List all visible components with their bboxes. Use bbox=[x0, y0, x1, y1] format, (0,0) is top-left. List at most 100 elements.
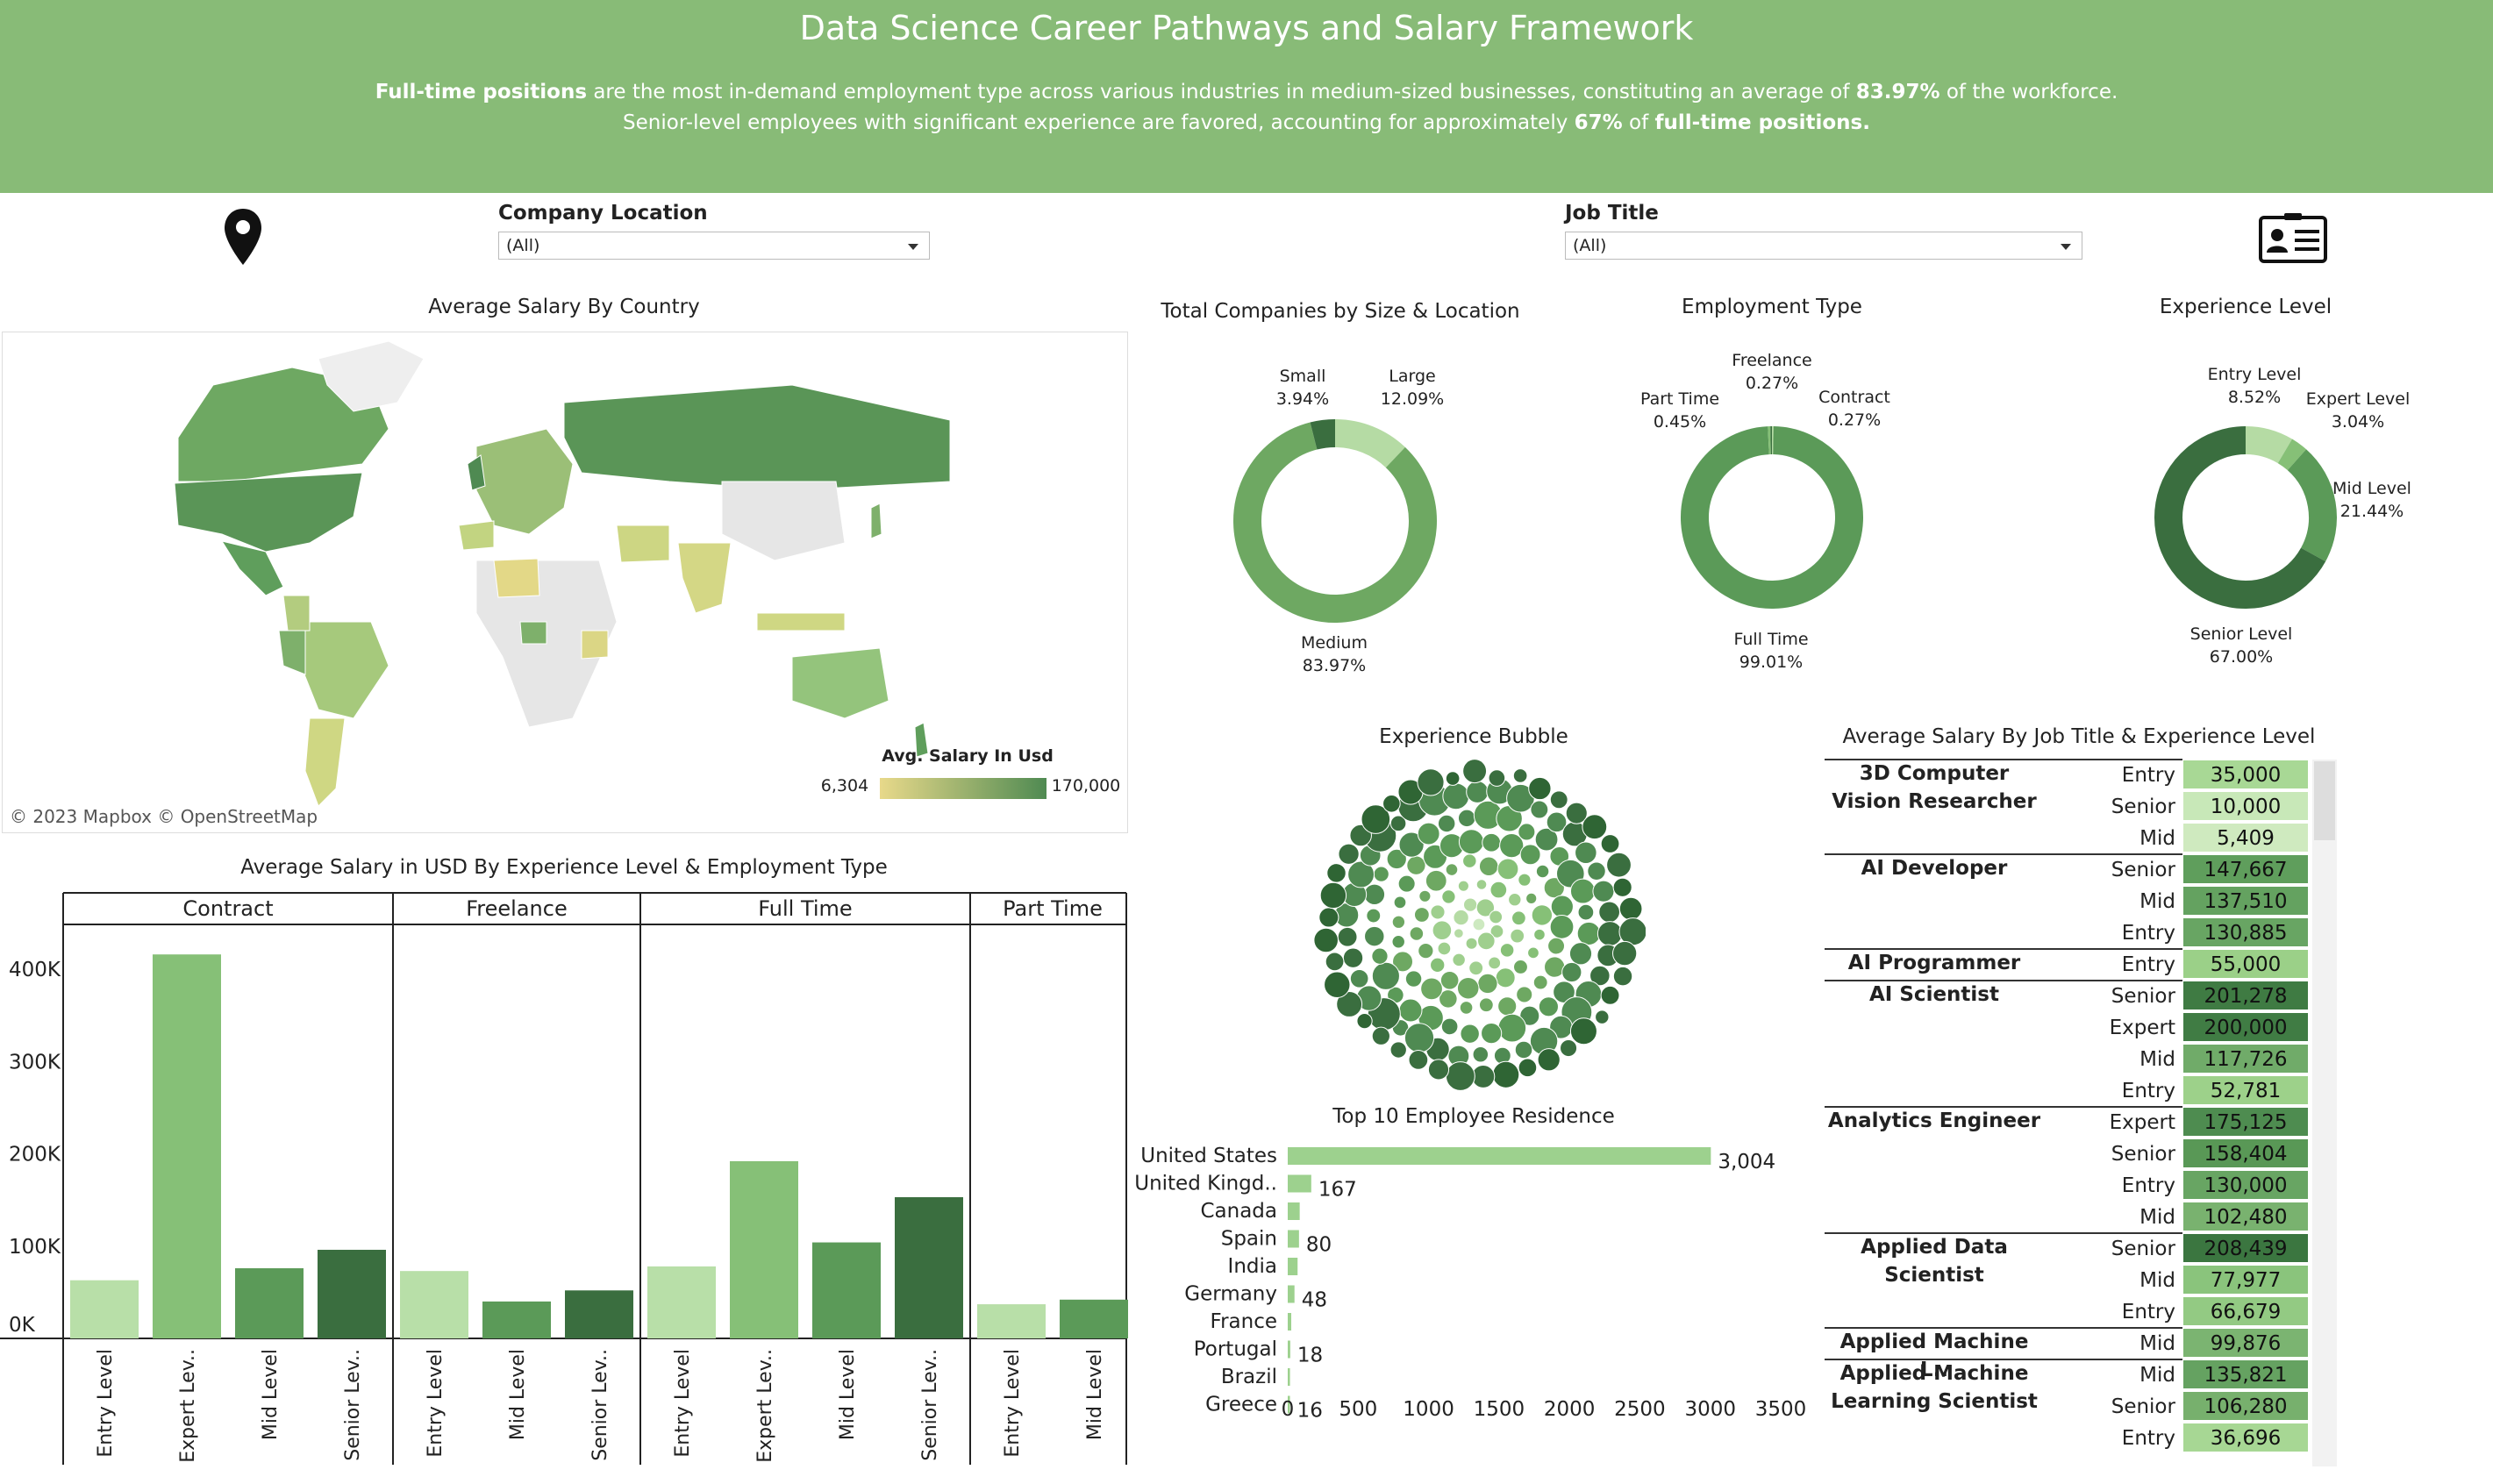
bubble[interactable] bbox=[1531, 904, 1554, 926]
job-title-dropdown[interactable]: (All) bbox=[1565, 232, 2082, 260]
table-salary-cell[interactable]: 117,726 bbox=[2182, 1044, 2309, 1074]
bubble[interactable] bbox=[1409, 926, 1425, 941]
bubble[interactable] bbox=[1537, 1048, 1561, 1072]
experience-slice-entry-level[interactable] bbox=[2245, 426, 2293, 464]
bubble[interactable] bbox=[1569, 1017, 1597, 1045]
employment-type-donut[interactable] bbox=[1679, 425, 1865, 610]
bubble[interactable] bbox=[1468, 960, 1484, 976]
salary-map[interactable]: Avg. Salary In Usd 6,304 170,000 © 2023 … bbox=[2, 332, 1128, 833]
table-row[interactable]: Expert Level 200,000 bbox=[1825, 1012, 2333, 1044]
bubble[interactable] bbox=[1389, 815, 1407, 832]
map-attribution[interactable]: © 2023 Mapbox © OpenStreetMap bbox=[10, 806, 318, 827]
bubble[interactable] bbox=[1398, 831, 1425, 858]
table-salary-cell[interactable]: 77,977 bbox=[2182, 1265, 2309, 1295]
bubble[interactable] bbox=[1420, 977, 1443, 1001]
bubble[interactable] bbox=[1427, 1059, 1450, 1081]
bubble[interactable] bbox=[1363, 883, 1386, 906]
table-salary-cell[interactable]: 36,696 bbox=[2182, 1423, 2309, 1452]
residence-bar[interactable] bbox=[1288, 1202, 1300, 1220]
bubble[interactable] bbox=[1408, 1050, 1429, 1070]
bubble[interactable] bbox=[1519, 1005, 1540, 1026]
bubble[interactable] bbox=[1478, 856, 1499, 876]
bubble[interactable] bbox=[1499, 943, 1515, 958]
bubble[interactable] bbox=[1528, 776, 1552, 801]
table-salary-cell[interactable]: 130,885 bbox=[2182, 917, 2309, 947]
table-scrollbar-thumb[interactable] bbox=[2314, 761, 2335, 840]
bubble[interactable] bbox=[1492, 1060, 1520, 1088]
bubble[interactable] bbox=[1550, 895, 1574, 918]
table-salary-cell[interactable]: 102,480 bbox=[2182, 1202, 2309, 1231]
bubble[interactable] bbox=[1561, 961, 1582, 983]
bubble[interactable] bbox=[1472, 917, 1486, 931]
bubble[interactable] bbox=[1587, 861, 1606, 881]
residence-bar[interactable] bbox=[1288, 1340, 1290, 1359]
table-row[interactable]: Senior Level 158,404 bbox=[1825, 1138, 2333, 1170]
bubble[interactable] bbox=[1475, 879, 1488, 890]
bubble[interactable] bbox=[1452, 952, 1466, 967]
bubble[interactable] bbox=[1600, 985, 1620, 1005]
bubble[interactable] bbox=[1514, 1040, 1533, 1059]
bubble[interactable] bbox=[1337, 926, 1358, 947]
bar-contract-3[interactable] bbox=[318, 1249, 386, 1338]
experience-slice-mid-level[interactable] bbox=[2287, 449, 2337, 562]
bubble[interactable] bbox=[1568, 942, 1593, 966]
table-row[interactable]: Entry Level 130,885 bbox=[1825, 917, 2333, 949]
bubble[interactable] bbox=[1453, 909, 1469, 926]
bubble[interactable] bbox=[1549, 790, 1568, 810]
bubble[interactable] bbox=[1612, 966, 1633, 987]
table-salary-cell[interactable]: 10,000 bbox=[2182, 791, 2309, 821]
bubble[interactable] bbox=[1466, 781, 1489, 803]
table-row[interactable]: Entry Level 52,781 bbox=[1825, 1075, 2333, 1107]
table-salary-cell[interactable]: 158,404 bbox=[2182, 1138, 2309, 1168]
bar-part-time-1[interactable] bbox=[1060, 1299, 1128, 1338]
table-salary-cell[interactable]: 99,876 bbox=[2182, 1328, 2309, 1358]
table-row[interactable]: Entry Level 35,000 bbox=[1825, 760, 2333, 791]
bar-freelance-1[interactable] bbox=[482, 1301, 551, 1338]
bubble[interactable] bbox=[1549, 914, 1575, 939]
company-location-dropdown[interactable]: (All) bbox=[498, 232, 930, 260]
salary-bar-chart[interactable]: 0K 100K 200K 300K 400K Contract Entry Level Exp… bbox=[0, 886, 1132, 1466]
bubble[interactable] bbox=[1319, 881, 1347, 910]
bubble[interactable] bbox=[1326, 863, 1347, 883]
bubble[interactable] bbox=[1338, 843, 1360, 865]
bubble[interactable] bbox=[1457, 880, 1469, 892]
bubble[interactable] bbox=[1511, 910, 1526, 926]
bubble[interactable] bbox=[1442, 782, 1470, 810]
bubble[interactable] bbox=[1371, 961, 1400, 990]
bubble[interactable] bbox=[1325, 952, 1345, 972]
bubble[interactable] bbox=[1425, 869, 1447, 892]
bubble[interactable] bbox=[1538, 996, 1559, 1017]
bar-contract-0[interactable] bbox=[70, 1280, 139, 1338]
bubble[interactable] bbox=[1418, 889, 1432, 903]
bar-full-time-3[interactable] bbox=[895, 1196, 963, 1338]
bubble[interactable] bbox=[1366, 908, 1382, 924]
bubble[interactable] bbox=[1437, 814, 1456, 833]
table-scrollbar[interactable] bbox=[2312, 760, 2337, 1466]
bubble[interactable] bbox=[1445, 1061, 1475, 1091]
bubble[interactable] bbox=[1462, 759, 1488, 784]
bubble[interactable] bbox=[1349, 968, 1369, 988]
bubble[interactable] bbox=[1489, 910, 1504, 924]
residence-bar[interactable] bbox=[1288, 1230, 1299, 1248]
bubble[interactable] bbox=[1445, 771, 1461, 786]
bubble[interactable] bbox=[1534, 827, 1559, 852]
bubble[interactable] bbox=[1437, 941, 1452, 956]
residence-bar[interactable] bbox=[1288, 1313, 1292, 1331]
bubble[interactable] bbox=[1462, 853, 1477, 868]
table-salary-cell[interactable]: 35,000 bbox=[2182, 760, 2309, 789]
experience-bubble-chart[interactable] bbox=[1312, 758, 1646, 1091]
table-row[interactable]: Mid Level117,726 bbox=[1825, 1044, 2333, 1075]
bubble[interactable] bbox=[1471, 1064, 1496, 1088]
bubble[interactable] bbox=[1597, 921, 1623, 946]
bar-full-time-1[interactable] bbox=[730, 1160, 798, 1338]
bubble[interactable] bbox=[1342, 947, 1364, 968]
bubble[interactable] bbox=[1497, 996, 1518, 1017]
company-size-slice-small[interactable] bbox=[1310, 419, 1336, 450]
bubble[interactable] bbox=[1530, 800, 1549, 819]
table-salary-cell[interactable]: 66,679 bbox=[2182, 1296, 2309, 1326]
table-salary-cell[interactable]: 130,000 bbox=[2182, 1170, 2309, 1200]
bubble[interactable] bbox=[1406, 855, 1426, 875]
bubble[interactable] bbox=[1391, 934, 1405, 949]
residence-bar[interactable] bbox=[1288, 1395, 1290, 1414]
bubble[interactable] bbox=[1535, 864, 1550, 879]
